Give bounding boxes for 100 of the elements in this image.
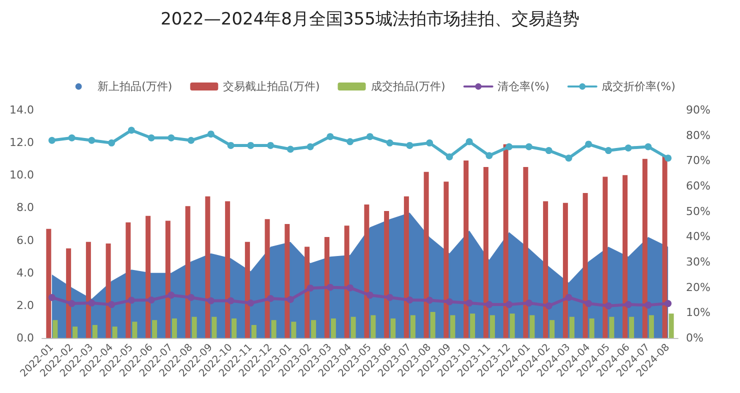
y-tick-label: 4.0 bbox=[16, 266, 34, 280]
bar bbox=[192, 316, 197, 338]
point bbox=[326, 284, 334, 291]
point bbox=[624, 144, 632, 152]
point bbox=[306, 143, 314, 150]
bar bbox=[582, 193, 588, 338]
bar bbox=[503, 144, 508, 338]
y2-tick-label: 50% bbox=[686, 204, 710, 218]
point bbox=[506, 143, 513, 150]
point bbox=[604, 302, 612, 310]
bar bbox=[304, 246, 310, 338]
point bbox=[466, 138, 473, 146]
y-tick-label: 10.0 bbox=[10, 168, 34, 182]
bar bbox=[152, 320, 158, 338]
bar bbox=[629, 316, 634, 338]
bar bbox=[424, 172, 429, 338]
bar bbox=[165, 220, 170, 338]
point bbox=[207, 130, 214, 138]
point bbox=[426, 296, 434, 304]
bar bbox=[404, 196, 409, 338]
legend-label: 成交折价率(%) bbox=[601, 80, 676, 93]
point bbox=[346, 138, 354, 146]
point bbox=[386, 139, 394, 146]
bar bbox=[662, 156, 668, 338]
legend-label: 成交拍品(万件) bbox=[370, 80, 446, 93]
point bbox=[664, 154, 672, 162]
bar bbox=[52, 320, 58, 338]
point bbox=[664, 300, 672, 308]
point bbox=[48, 136, 56, 144]
bar bbox=[185, 206, 190, 338]
point bbox=[326, 133, 334, 140]
bar bbox=[66, 248, 72, 338]
bar bbox=[370, 315, 376, 338]
point bbox=[585, 140, 592, 148]
point bbox=[286, 296, 294, 303]
legend-label: 交易截止拍品(万件) bbox=[223, 80, 320, 93]
point bbox=[446, 298, 453, 306]
point bbox=[565, 154, 572, 162]
bar bbox=[390, 318, 396, 338]
point bbox=[386, 294, 394, 301]
bar bbox=[384, 210, 390, 338]
bar bbox=[232, 318, 237, 338]
bar bbox=[244, 242, 250, 338]
point bbox=[88, 300, 96, 307]
point bbox=[188, 294, 195, 301]
point bbox=[486, 301, 493, 308]
bar bbox=[642, 158, 648, 338]
legend-label: 清仓率(%) bbox=[497, 80, 550, 93]
point bbox=[366, 292, 374, 299]
point bbox=[406, 142, 414, 149]
point bbox=[168, 292, 175, 299]
bar bbox=[92, 324, 98, 338]
bar bbox=[530, 315, 535, 338]
bar bbox=[311, 320, 316, 338]
y2-tick-label: 90% bbox=[686, 104, 710, 116]
point bbox=[247, 300, 254, 307]
point bbox=[366, 133, 374, 140]
chart-title: 2022—2024年8月全国355城法拍市场挂拍、交易趋势 bbox=[160, 10, 580, 30]
bar bbox=[72, 326, 78, 338]
bar bbox=[46, 228, 52, 338]
bar bbox=[284, 224, 290, 338]
bar bbox=[212, 316, 217, 338]
bar bbox=[205, 196, 210, 338]
bar bbox=[602, 176, 608, 338]
point bbox=[68, 134, 76, 142]
point bbox=[644, 302, 652, 309]
bar bbox=[470, 314, 476, 338]
point bbox=[585, 300, 592, 308]
y2-tick-label: 40% bbox=[686, 230, 710, 244]
y-tick-label: 0.0 bbox=[16, 332, 34, 344]
bar bbox=[271, 320, 276, 338]
point bbox=[267, 294, 274, 302]
point bbox=[148, 134, 155, 142]
bar bbox=[146, 216, 151, 338]
y2-tick-label: 60% bbox=[686, 180, 710, 192]
bar bbox=[569, 316, 574, 338]
point bbox=[486, 152, 493, 160]
point bbox=[406, 296, 414, 304]
y-tick-label: 12.0 bbox=[10, 136, 34, 150]
bar bbox=[126, 222, 131, 338]
y-tick-label: 6.0 bbox=[16, 234, 34, 247]
y-tick-label: 14.0 bbox=[10, 104, 34, 116]
point bbox=[188, 136, 195, 144]
y2-tick-label: 80% bbox=[686, 128, 710, 142]
bar bbox=[324, 237, 330, 338]
bar bbox=[648, 315, 654, 338]
point bbox=[267, 142, 274, 149]
point bbox=[128, 126, 135, 134]
point bbox=[227, 142, 234, 149]
point bbox=[148, 296, 155, 304]
point bbox=[88, 136, 96, 144]
bar bbox=[264, 219, 270, 338]
bar bbox=[112, 326, 118, 338]
bar bbox=[364, 204, 370, 338]
y2-tick-label: 70% bbox=[686, 154, 710, 168]
bar bbox=[430, 312, 436, 338]
bar bbox=[330, 318, 336, 338]
bar bbox=[410, 315, 416, 338]
legend-label: 新上拍品(万件) bbox=[98, 80, 172, 93]
point bbox=[506, 301, 513, 308]
